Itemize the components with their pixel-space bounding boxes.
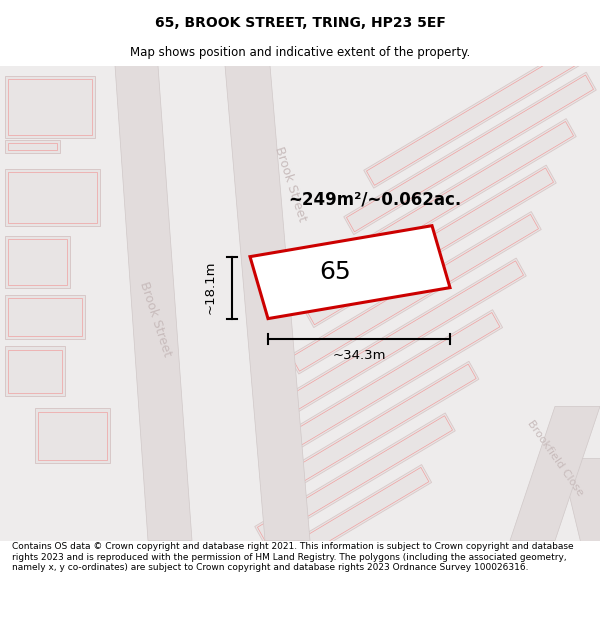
Polygon shape xyxy=(274,258,526,421)
Polygon shape xyxy=(510,406,600,541)
Polygon shape xyxy=(5,169,100,226)
Polygon shape xyxy=(8,298,82,336)
Polygon shape xyxy=(0,66,600,541)
Polygon shape xyxy=(292,214,539,371)
Polygon shape xyxy=(560,458,600,541)
Text: Brook Street: Brook Street xyxy=(137,279,173,358)
Polygon shape xyxy=(364,26,600,188)
Polygon shape xyxy=(367,29,600,186)
Text: 65, BROOK STREET, TRING, HP23 5EF: 65, BROOK STREET, TRING, HP23 5EF xyxy=(155,16,445,31)
Text: ~18.1m: ~18.1m xyxy=(203,261,217,314)
Polygon shape xyxy=(268,309,503,462)
Polygon shape xyxy=(8,239,67,284)
Polygon shape xyxy=(324,119,576,281)
Polygon shape xyxy=(35,409,110,463)
Polygon shape xyxy=(307,168,554,325)
Polygon shape xyxy=(270,312,500,459)
Polygon shape xyxy=(264,364,476,500)
Polygon shape xyxy=(326,121,574,278)
Polygon shape xyxy=(261,361,479,503)
Polygon shape xyxy=(8,143,57,150)
Polygon shape xyxy=(304,165,556,328)
Polygon shape xyxy=(289,212,541,374)
Polygon shape xyxy=(8,79,92,135)
Polygon shape xyxy=(5,295,85,339)
Text: Map shows position and indicative extent of the property.: Map shows position and indicative extent… xyxy=(130,46,470,59)
Polygon shape xyxy=(115,66,192,541)
Polygon shape xyxy=(248,464,431,586)
Polygon shape xyxy=(250,226,450,319)
Polygon shape xyxy=(251,468,429,583)
Polygon shape xyxy=(5,140,60,153)
Polygon shape xyxy=(38,411,107,460)
Polygon shape xyxy=(346,75,593,232)
Text: Contains OS data © Crown copyright and database right 2021. This information is : Contains OS data © Crown copyright and d… xyxy=(12,542,574,572)
Text: ~34.3m: ~34.3m xyxy=(332,349,386,362)
Polygon shape xyxy=(5,76,95,138)
Text: Brookfield Close: Brookfield Close xyxy=(525,418,585,498)
Polygon shape xyxy=(277,261,524,418)
Text: 65: 65 xyxy=(319,260,351,284)
Text: Brook Street: Brook Street xyxy=(272,145,308,224)
Polygon shape xyxy=(255,413,455,544)
Polygon shape xyxy=(8,172,97,222)
Polygon shape xyxy=(8,349,62,393)
Polygon shape xyxy=(344,72,596,234)
Text: ~249m²/~0.062ac.: ~249m²/~0.062ac. xyxy=(289,191,461,209)
Polygon shape xyxy=(5,346,65,396)
Polygon shape xyxy=(225,66,310,541)
Polygon shape xyxy=(5,236,70,288)
Polygon shape xyxy=(257,416,452,542)
